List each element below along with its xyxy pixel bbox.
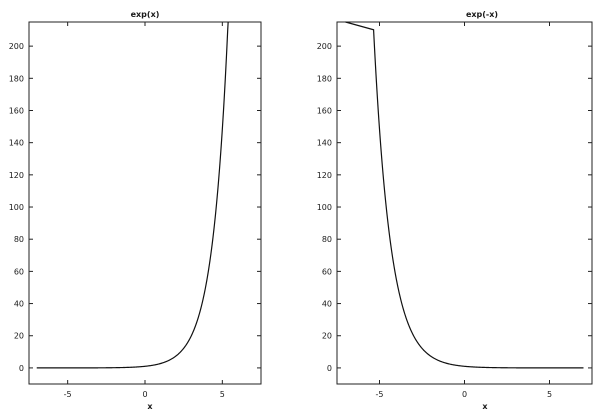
right-y-tick-label: 120: [317, 171, 332, 180]
right-y-tick-label: 180: [317, 74, 332, 83]
right-y-tick-label: 0: [327, 364, 332, 373]
left-y-tick-label: 80: [14, 235, 24, 244]
right-x-tick-label: 5: [547, 390, 552, 399]
left-y-tick-label: 100: [9, 203, 24, 212]
right-x-tick-label: -5: [376, 390, 384, 399]
right-y-tick-label: 200: [317, 42, 332, 51]
left-y-tick-label: 180: [9, 74, 24, 83]
left-x-axis-label: x: [147, 402, 153, 411]
right-exp-neg-curve: [345, 21, 584, 369]
left-x-tick-label: 0: [142, 390, 147, 399]
right-y-tick-label: 80: [322, 235, 332, 244]
left-exp-curve: [36, 21, 229, 369]
right-x-tick-label: 0: [462, 390, 467, 399]
left-x-tick-label: 5: [220, 390, 225, 399]
right-y-tick-label: 20: [322, 332, 332, 341]
left-y-tick-label: 120: [9, 171, 24, 180]
right-plot-panel: exp(-x) x 0 20 40 60 80 100 120 140 160 180 200 -5 0…: [317, 10, 593, 411]
right-y-tick-label: 60: [322, 267, 332, 276]
left-y-tick-label: 200: [9, 42, 24, 51]
right-y-tick-label: 140: [317, 139, 332, 148]
left-y-tick-label: 140: [9, 139, 24, 148]
right-y-tick-label: 100: [317, 203, 332, 212]
left-y-tick-label: 60: [14, 267, 24, 276]
left-plot-title: exp(x): [131, 10, 160, 19]
left-x-tick-label: -5: [64, 390, 72, 399]
left-y-tick-label: 20: [14, 332, 24, 341]
right-y-tick-label: 40: [322, 300, 332, 309]
left-y-tick-label: 160: [9, 106, 24, 115]
left-y-tick-label: 40: [14, 300, 24, 309]
left-plot-panel: exp(x) x 0 20 40 60 80 100 120 140 160 180 200 -5 0 5: [9, 10, 262, 411]
right-plot-title: exp(-x): [466, 10, 498, 19]
right-y-tick-label: 160: [317, 106, 332, 115]
left-plot-frame: [28, 21, 262, 385]
right-x-axis-label: x: [482, 402, 488, 411]
left-y-tick-label: 0: [19, 364, 24, 373]
right-plot-frame: [336, 21, 593, 385]
